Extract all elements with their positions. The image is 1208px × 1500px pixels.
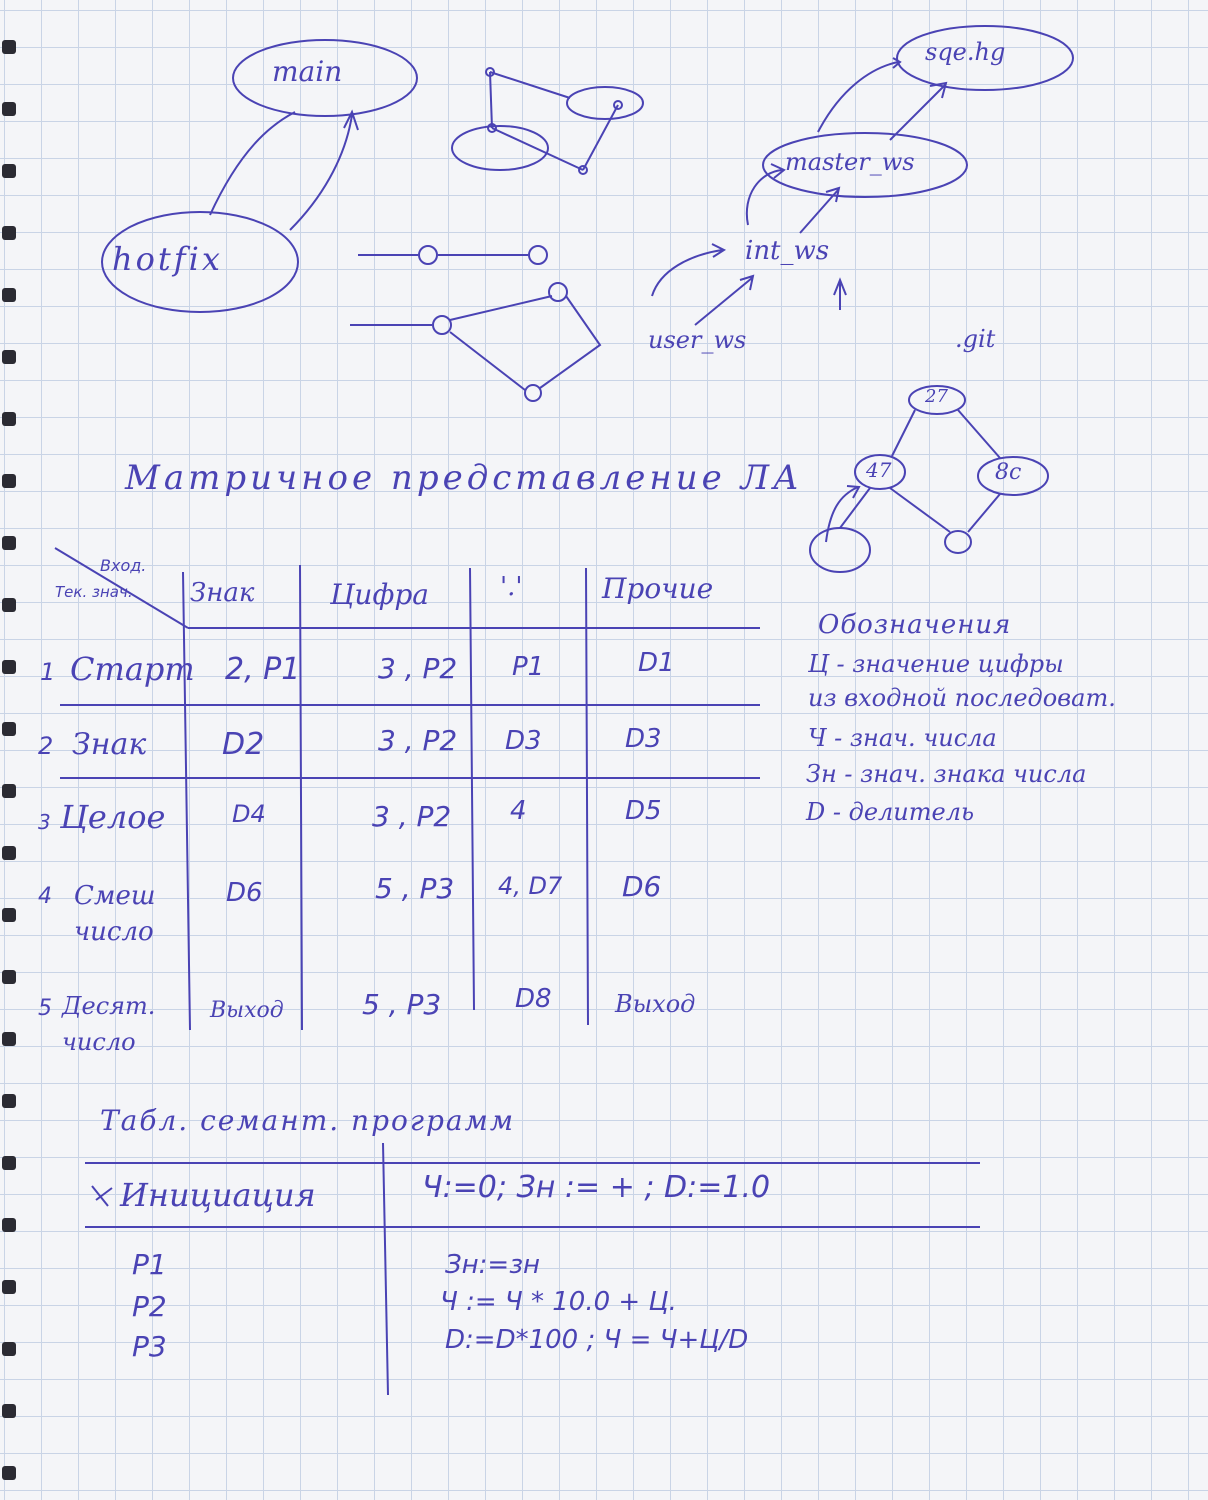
- binding-hole: [2, 598, 16, 612]
- semantic-table-title: Табл. семант. программ: [100, 1104, 516, 1137]
- column-header-sign: Знак: [190, 578, 255, 608]
- repo-user-label: user_ws: [648, 326, 747, 354]
- binding-hole: [2, 288, 16, 302]
- binding-hole: [2, 970, 16, 984]
- binding-hole: [2, 536, 16, 550]
- row-number: 5: [38, 996, 52, 1021]
- table-cell: P1: [512, 652, 545, 682]
- binding-hole: [2, 1404, 16, 1418]
- repo-server-label: sqe.hg: [925, 38, 1006, 66]
- binding-hole: [2, 722, 16, 736]
- binding-hole: [2, 1156, 16, 1170]
- corner-state-label: Тек. знач.: [55, 583, 133, 601]
- table-cell: 4, D7: [498, 872, 563, 900]
- legend-title: Обозначения: [818, 610, 1012, 640]
- tree-node-27: [908, 385, 966, 415]
- page-heading: Матричное представление ЛА: [125, 458, 803, 498]
- table-cell: 5 , P3: [375, 872, 455, 905]
- table-cell: 3 , P2: [372, 800, 452, 833]
- table-cell: D8: [515, 984, 552, 1014]
- spiral-binding: [2, 40, 16, 1480]
- row-state: Целое: [60, 798, 166, 836]
- table-cell: D6: [622, 870, 662, 903]
- tree-node-8c: [977, 456, 1049, 496]
- table-cell: D3: [505, 726, 542, 756]
- branch-main-label: main: [272, 55, 343, 88]
- corner-diagonal: [54, 547, 189, 629]
- procedure-action: Ч := Ч * 10.0 + Ц.: [440, 1287, 677, 1317]
- table-cell: D1: [638, 648, 675, 678]
- table-cell: D6: [226, 878, 263, 908]
- column-header-digit: Цифра: [330, 578, 429, 611]
- repo-master-label: master_ws: [785, 148, 915, 176]
- legend-line: Зн - знач. знака числа: [806, 760, 1087, 788]
- branch-hotfix-label: hotfix: [112, 240, 223, 278]
- row-state: Десят. число: [62, 992, 156, 1056]
- binding-hole: [2, 660, 16, 674]
- init-value: Ч:=0; Зн := + ; D:=1.0: [422, 1170, 771, 1205]
- binding-hole: [2, 1032, 16, 1046]
- column-header-other: Прочие: [602, 572, 714, 605]
- repo-server-ellipse: [896, 25, 1074, 91]
- row-state: Старт: [70, 650, 195, 688]
- row-number: 4: [38, 884, 52, 909]
- binding-hole: [2, 1280, 16, 1294]
- table-cell: Выход: [210, 998, 284, 1023]
- procedure-name: P2: [132, 1290, 167, 1323]
- legend-line: Ц - значение цифры: [808, 650, 1064, 678]
- binding-hole: [2, 908, 16, 922]
- binding-hole: [2, 1342, 16, 1356]
- branch-hotfix-ellipse: [101, 211, 299, 313]
- binding-hole: [2, 1094, 16, 1108]
- tree-node-27-label: 27: [925, 386, 948, 407]
- table-cell: 5 , P3: [362, 988, 442, 1021]
- table-cell: D4: [232, 800, 266, 828]
- procedure-action: Зн:=зн: [445, 1250, 541, 1280]
- corner-input-label: Вход.: [100, 556, 147, 575]
- binding-hole: [2, 412, 16, 426]
- binding-hole: [2, 350, 16, 364]
- merge-arrow-down: [289, 109, 359, 231]
- row-state: Смеш число: [74, 881, 156, 947]
- table-cell: 2, P1: [225, 652, 301, 687]
- binding-hole: [2, 474, 16, 488]
- binding-hole: [2, 1466, 16, 1480]
- table-cell: D3: [625, 724, 662, 754]
- legend-line: из входной последоват.: [808, 684, 1116, 712]
- branch-main-ellipse: [232, 39, 418, 117]
- procedure-name: P3: [132, 1330, 167, 1363]
- legend-line: D - делитель: [806, 798, 975, 826]
- binding-hole: [2, 102, 16, 116]
- tree-node-8c-label: 8c: [995, 460, 1022, 485]
- tree-node-47: [854, 454, 906, 490]
- git-label: .git: [955, 325, 996, 353]
- column-header-dot: '.': [500, 572, 523, 602]
- table-cell: D2: [222, 727, 265, 762]
- binding-hole: [2, 1218, 16, 1232]
- table-cell: 3 , P2: [378, 652, 458, 685]
- row-state: Знак: [72, 727, 147, 762]
- binding-hole: [2, 226, 16, 240]
- table-cell: Выход: [615, 990, 696, 1018]
- tree-node-47-label: 47: [866, 458, 892, 482]
- binding-hole: [2, 846, 16, 860]
- binding-hole: [2, 164, 16, 178]
- row-number: 1: [40, 658, 56, 686]
- row-number: 3: [38, 810, 51, 834]
- row-number: 2: [38, 732, 54, 760]
- procedure-action: D:=D*100 ; Ч = Ч+Ц/D: [445, 1325, 749, 1355]
- table-cell: 4: [510, 796, 527, 826]
- table-cell: D5: [625, 796, 662, 826]
- init-label: Инициация: [120, 1176, 316, 1214]
- legend-line: Ч - знач. числа: [808, 724, 997, 752]
- merge-arrow-up: [209, 111, 296, 216]
- repo-int-label: int_ws: [745, 236, 830, 266]
- procedure-name: P1: [132, 1248, 167, 1281]
- table-cell: 3 , P2: [378, 724, 458, 757]
- binding-hole: [2, 784, 16, 798]
- binding-hole: [2, 40, 16, 54]
- repo-master-ellipse: [762, 132, 968, 198]
